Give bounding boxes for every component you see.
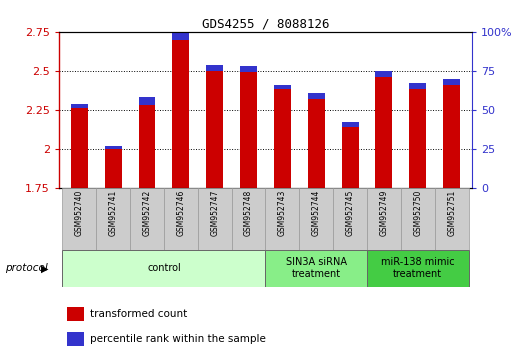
Text: GSM952741: GSM952741: [109, 189, 117, 236]
Bar: [67, 332, 84, 346]
Bar: [71, 108, 88, 188]
Bar: [240, 66, 257, 72]
Text: percentile rank within the sample: percentile rank within the sample: [90, 333, 266, 344]
Bar: [105, 149, 122, 188]
Text: GSM952750: GSM952750: [413, 189, 422, 236]
Bar: [172, 40, 189, 188]
Bar: [105, 145, 122, 149]
Text: GSM952743: GSM952743: [278, 189, 287, 236]
Bar: [409, 83, 426, 90]
Bar: [409, 90, 426, 188]
Text: GSM952745: GSM952745: [346, 189, 354, 236]
Bar: [435, 188, 468, 250]
Bar: [342, 122, 359, 127]
Text: protocol: protocol: [5, 263, 48, 273]
Bar: [172, 32, 189, 40]
Bar: [367, 188, 401, 250]
Bar: [376, 77, 392, 188]
Bar: [299, 188, 333, 250]
Bar: [198, 188, 232, 250]
Text: miR-138 mimic
treatment: miR-138 mimic treatment: [381, 257, 455, 279]
Bar: [206, 64, 223, 71]
Bar: [130, 188, 164, 250]
Bar: [266, 188, 299, 250]
Bar: [443, 85, 460, 188]
Bar: [206, 71, 223, 188]
Bar: [139, 105, 155, 188]
Text: control: control: [147, 263, 181, 273]
Bar: [274, 85, 291, 90]
Text: transformed count: transformed count: [90, 309, 187, 319]
Text: GSM952744: GSM952744: [312, 189, 321, 236]
Bar: [164, 188, 198, 250]
Text: GSM952749: GSM952749: [380, 189, 388, 236]
Bar: [232, 188, 266, 250]
Text: GSM952747: GSM952747: [210, 189, 219, 236]
Bar: [240, 72, 257, 188]
Bar: [308, 93, 325, 99]
Text: GSM952742: GSM952742: [143, 189, 151, 236]
Text: GSM952748: GSM952748: [244, 189, 253, 236]
Text: SIN3A siRNA
treatment: SIN3A siRNA treatment: [286, 257, 347, 279]
Bar: [139, 97, 155, 105]
Text: GSM952751: GSM952751: [447, 189, 456, 236]
Bar: [96, 188, 130, 250]
Text: GSM952746: GSM952746: [176, 189, 185, 236]
Text: ▶: ▶: [42, 263, 49, 273]
Text: GSM952740: GSM952740: [75, 189, 84, 236]
Bar: [71, 103, 88, 108]
Bar: [63, 250, 266, 287]
Text: GDS4255 / 8088126: GDS4255 / 8088126: [202, 18, 329, 31]
Bar: [274, 90, 291, 188]
Bar: [333, 188, 367, 250]
Bar: [308, 99, 325, 188]
Bar: [67, 307, 84, 321]
Bar: [266, 250, 367, 287]
Bar: [443, 79, 460, 85]
Bar: [376, 71, 392, 77]
Bar: [367, 250, 468, 287]
Bar: [401, 188, 435, 250]
Bar: [63, 188, 96, 250]
Bar: [342, 127, 359, 188]
